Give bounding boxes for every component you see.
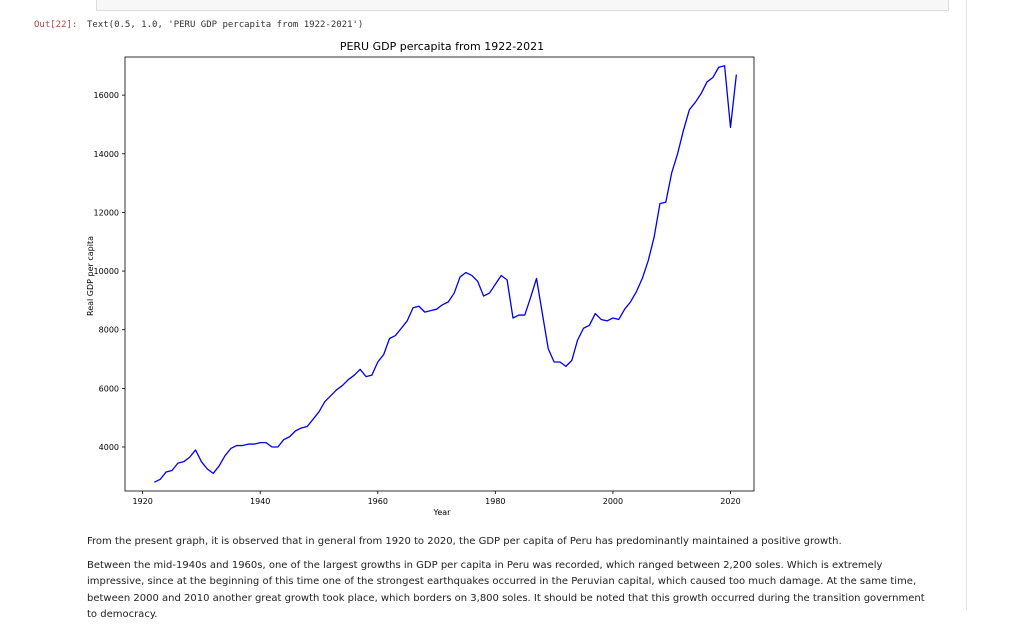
analysis-paragraph-2: Between the mid-1940s and 1960s, one of … <box>87 559 925 621</box>
markdown-cell: From the present graph, it is observed t… <box>87 534 937 631</box>
gdp-series-line <box>154 65 738 483</box>
y-tick-label: 8000 <box>99 326 119 335</box>
y-tick-label: 4000 <box>99 443 119 452</box>
output-text: Text(0.5, 1.0, 'PERU GDP percapita from … <box>87 20 364 30</box>
x-axis-label: Year <box>433 508 452 517</box>
x-axis-ticks: 1920 1940 1960 1980 2000 2020 <box>132 491 741 506</box>
y-axis-ticks: 4000 6000 8000 10000 12000 14000 16000 <box>94 91 125 452</box>
y-tick-label: 14000 <box>94 150 119 159</box>
x-tick-label: 1980 <box>485 497 505 506</box>
output-prompt: Out[22]: <box>34 20 78 30</box>
x-tick-label: 1960 <box>368 497 388 506</box>
x-tick-label: 1940 <box>250 497 270 506</box>
notebook-scroll-border <box>966 0 967 610</box>
x-tick-label: 2020 <box>720 497 740 506</box>
x-tick-label: 1920 <box>132 497 152 506</box>
y-axis-label: Real GDP per capita <box>86 236 95 316</box>
previous-input-cell[interactable] <box>96 0 949 11</box>
gdp-line-chart: PERU GDP percapita from 1922-2021 4000 60… <box>86 40 755 517</box>
analysis-paragraph-1: From the present graph, it is observed t… <box>87 536 842 547</box>
y-tick-label: 16000 <box>94 91 119 100</box>
y-tick-label: 12000 <box>94 208 119 217</box>
chart-title: PERU GDP percapita from 1922-2021 <box>340 40 544 53</box>
y-tick-label: 6000 <box>99 384 119 393</box>
x-tick-label: 2000 <box>603 497 623 506</box>
plot-area-frame <box>124 56 755 492</box>
y-tick-label: 10000 <box>94 267 119 276</box>
